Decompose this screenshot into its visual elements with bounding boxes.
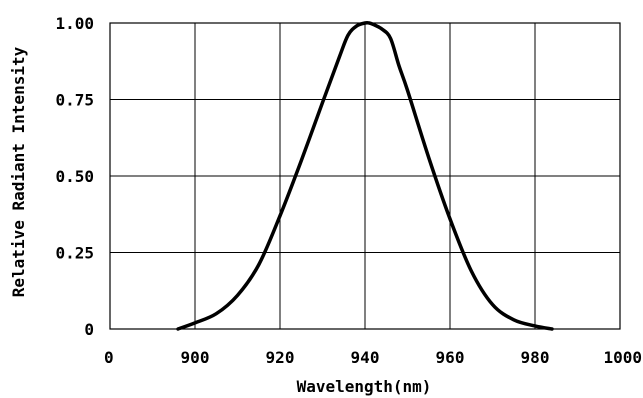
y-tick-labels: 0 0.25 0.50 0.75 1.00 <box>55 14 94 339</box>
x-tick-label-2: 920 <box>266 348 295 367</box>
series-layer <box>176 20 554 331</box>
x-tick-label-4: 960 <box>436 348 465 367</box>
x-tick-label-0: 0 <box>104 348 114 367</box>
y-tick-label-4: 1.00 <box>55 14 94 33</box>
x-tick-labels: 0 900 920 940 960 980 1000 <box>104 348 642 367</box>
grid <box>110 23 620 329</box>
x-axis-title: Wavelength(nm) <box>297 377 432 396</box>
y-tick-label-0: 0 <box>84 320 94 339</box>
x-tick-label-5: 980 <box>521 348 550 367</box>
y-tick-label-3: 0.75 <box>55 91 94 110</box>
x-tick-label-6: 1000 <box>603 348 642 367</box>
y-tick-label-2: 0.50 <box>55 167 94 186</box>
x-tick-label-3: 940 <box>351 348 380 367</box>
y-axis-title: Relative Radiant Intensity <box>9 46 28 297</box>
series-line-0 <box>176 20 554 331</box>
y-tick-label-1: 0.25 <box>55 244 94 263</box>
x-tick-label-1: 900 <box>181 348 210 367</box>
